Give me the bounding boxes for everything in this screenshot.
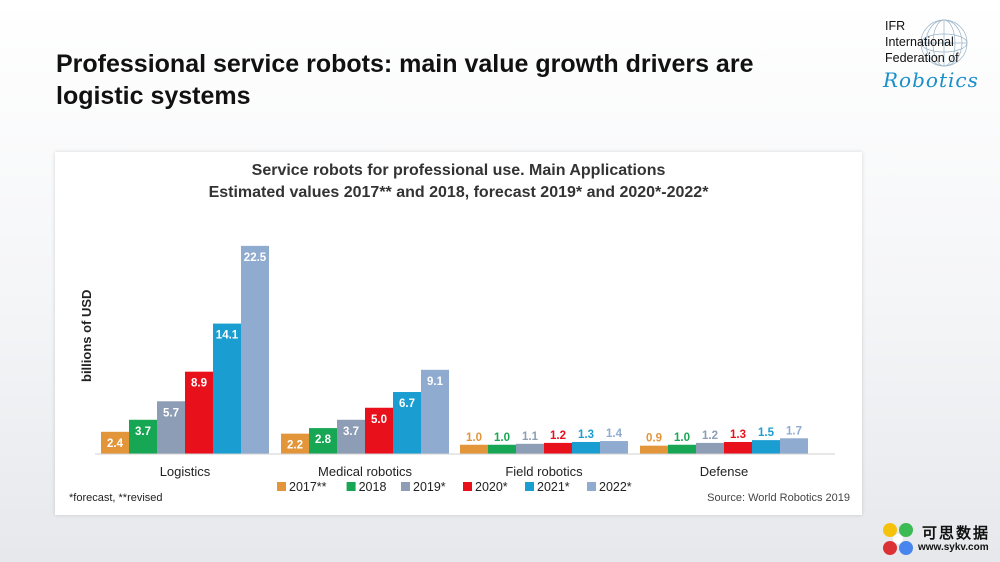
- legend-label-2: 2019*: [413, 480, 446, 494]
- legend-swatch-3: [463, 482, 472, 491]
- data-label-0-4: 14.1: [216, 330, 239, 342]
- data-label-2-1: 1.0: [494, 432, 510, 444]
- slide-title: Professional service robots: main value …: [56, 50, 754, 110]
- data-label-0-5: 22.5: [244, 252, 267, 264]
- data-label-2-5: 1.4: [606, 428, 623, 440]
- bar-2-3: [544, 442, 572, 454]
- chart-title: Service robots for professional use. Mai…: [251, 162, 666, 179]
- bar-1-1: [309, 428, 337, 454]
- globe-icon: [920, 19, 968, 67]
- data-label-1-1: 2.8: [315, 434, 332, 446]
- bar-2-2: [516, 443, 544, 454]
- bar-3-0: [640, 445, 668, 454]
- watermark-url: www.sykv.com: [918, 542, 989, 553]
- legend-label-3: 2020*: [475, 480, 508, 494]
- chart-subtitle: Estimated values 2017** and 2018, foreca…: [208, 184, 709, 201]
- ifr-logo: IFR International Federation of Robotics: [883, 18, 990, 93]
- category-label-0: Logistics: [160, 464, 211, 479]
- y-axis-label: billions of USD: [79, 290, 94, 382]
- bar-0-2: [157, 401, 185, 454]
- data-label-0-3: 8.9: [191, 378, 207, 390]
- bar-3-2: [696, 442, 724, 454]
- category-label-1: Medical robotics: [318, 464, 412, 479]
- bar-1-3: [365, 407, 393, 454]
- bar-0-4: [213, 323, 241, 454]
- bar-3-5: [780, 438, 808, 454]
- legend-swatch-1: [346, 482, 356, 491]
- data-label-3-4: 1.5: [758, 427, 775, 439]
- data-label-0-0: 2.4: [107, 438, 124, 450]
- data-label-2-3: 1.2: [550, 430, 566, 442]
- data-label-1-4: 6.7: [399, 398, 415, 410]
- data-label-3-2: 1.2: [702, 430, 718, 442]
- bar-0-1: [129, 419, 157, 454]
- bar-2-4: [572, 441, 600, 454]
- watermark-dots-icon: [883, 523, 913, 555]
- data-label-2-2: 1.1: [522, 431, 539, 443]
- data-label-2-4: 1.3: [578, 429, 594, 441]
- legend-swatch-0: [277, 482, 286, 491]
- bar-2-5: [600, 441, 628, 454]
- bar-0-0: [101, 431, 129, 454]
- data-label-1-2: 3.7: [343, 426, 359, 438]
- legend-swatch-2: [401, 482, 410, 491]
- data-label-0-1: 3.7: [135, 426, 151, 438]
- watermark-text: 可思数据: [922, 525, 991, 542]
- logo-line-federation: Federation of: [885, 51, 959, 65]
- legend-label-0: 2017**: [289, 480, 327, 494]
- chart-panel: Service robots for professional use. Mai…: [55, 152, 862, 515]
- category-label-3: Defense: [700, 464, 748, 479]
- legend-label-4: 2021*: [537, 480, 570, 494]
- bar-0-3: [185, 371, 213, 454]
- chart-source: Source: World Robotics 2019: [707, 492, 850, 504]
- bar-3-4: [752, 440, 780, 454]
- legend-label-1: 2018: [359, 480, 387, 494]
- bar-1-5: [421, 369, 449, 454]
- bar-3-3: [724, 441, 752, 454]
- data-label-1-3: 5.0: [371, 414, 387, 426]
- data-label-1-5: 9.1: [427, 376, 444, 388]
- bar-3-1: [668, 444, 696, 454]
- logo-line-ifr: IFR: [885, 19, 906, 33]
- bar-0-5: [241, 245, 269, 454]
- data-label-0-2: 5.7: [163, 407, 179, 419]
- data-label-3-3: 1.3: [730, 429, 746, 441]
- sykv-watermark: 可思数据 www.sykv.com: [878, 520, 998, 560]
- legend-label-5: 2022*: [599, 480, 632, 494]
- legend-swatch-5: [587, 482, 596, 491]
- chart-footnote: *forecast, **revised: [69, 492, 163, 504]
- bar-chart: billions of USD 2.4 3.7 5.7 8.9 14.1 22.5 Logis…: [79, 245, 835, 494]
- bar-2-0: [460, 444, 488, 454]
- logo-robotics-wordmark: Robotics: [883, 68, 979, 92]
- data-label-1-0: 2.2: [287, 440, 303, 452]
- logo-line-international: International: [885, 35, 954, 49]
- legend-swatch-4: [525, 482, 534, 491]
- data-label-2-0: 1.0: [466, 432, 482, 444]
- data-label-3-0: 0.9: [646, 433, 662, 445]
- data-label-3-5: 1.7: [786, 425, 802, 437]
- data-label-3-1: 1.0: [674, 432, 690, 444]
- bar-1-0: [281, 433, 309, 454]
- bar-2-1: [488, 444, 516, 454]
- category-label-2: Field robotics: [505, 464, 583, 479]
- bar-1-2: [337, 419, 365, 454]
- bar-1-4: [393, 392, 421, 454]
